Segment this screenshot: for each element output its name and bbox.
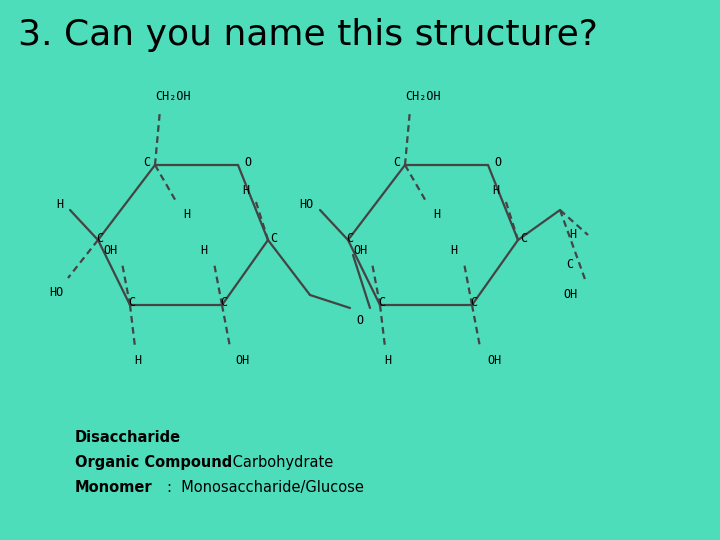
Text: H: H	[184, 208, 191, 221]
Text: Organic Compound: Organic Compound	[75, 455, 233, 470]
Text: OH: OH	[235, 354, 249, 367]
Text: H: H	[570, 228, 577, 241]
Text: Monomer: Monomer	[75, 480, 153, 495]
Text: C: C	[393, 157, 400, 170]
Text: 3. Can you name this structure?: 3. Can you name this structure?	[18, 18, 598, 52]
Text: H: H	[56, 199, 63, 212]
Text: H: H	[451, 244, 458, 256]
Text: C: C	[379, 296, 386, 309]
Text: C: C	[220, 296, 228, 309]
Text: H: H	[384, 354, 392, 367]
Text: C: C	[521, 232, 528, 245]
Text: H: H	[200, 244, 207, 256]
Text: O: O	[356, 314, 364, 327]
Text: O: O	[244, 157, 251, 170]
Text: H: H	[492, 184, 500, 197]
Text: C: C	[470, 296, 477, 309]
Text: C: C	[128, 296, 135, 309]
Text: C: C	[567, 259, 574, 272]
Text: C: C	[346, 232, 354, 245]
Text: C: C	[143, 157, 150, 170]
Text: OH: OH	[487, 354, 501, 367]
Text: OH: OH	[353, 244, 367, 256]
Text: HO: HO	[299, 199, 313, 212]
Text: H: H	[135, 354, 142, 367]
Text: Disaccharide: Disaccharide	[75, 430, 181, 445]
Text: CH₂OH: CH₂OH	[156, 91, 191, 104]
Text: OH: OH	[103, 244, 117, 256]
Text: :  Monosaccharide/Glucose: : Monosaccharide/Glucose	[167, 480, 364, 495]
Text: HO: HO	[49, 286, 63, 299]
Text: : Carbohydrate: : Carbohydrate	[223, 455, 333, 470]
Text: H: H	[243, 184, 250, 197]
Text: O: O	[495, 157, 502, 170]
Text: H: H	[433, 208, 441, 221]
Text: C: C	[271, 232, 278, 245]
Text: C: C	[96, 232, 104, 245]
Text: OH: OH	[563, 288, 577, 301]
Text: CH₂OH: CH₂OH	[405, 91, 441, 104]
